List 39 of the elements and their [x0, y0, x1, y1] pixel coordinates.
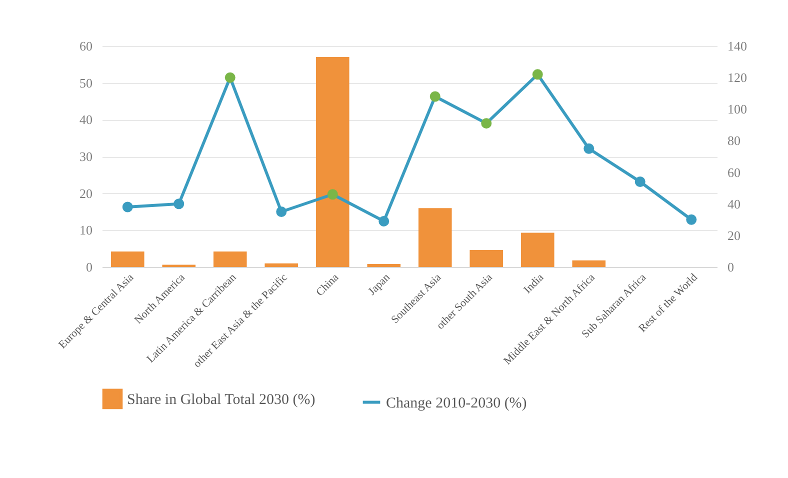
- bar: [572, 260, 606, 267]
- y-tick-label: 30: [80, 149, 92, 164]
- y-tick-label: 60: [80, 38, 92, 54]
- x-tick-label: India: [522, 271, 546, 296]
- bar: [470, 250, 504, 267]
- bar: [264, 263, 298, 267]
- bar: [418, 208, 452, 267]
- point: [327, 189, 338, 200]
- y2-tick-label: 100: [728, 102, 747, 117]
- bar: [367, 264, 401, 267]
- point: [430, 91, 440, 102]
- bar: [213, 252, 247, 267]
- point: [122, 202, 133, 212]
- y2-tick-label: 60: [728, 164, 740, 180]
- point: [584, 143, 594, 154]
- point: [634, 176, 646, 187]
- point: [174, 198, 184, 210]
- point: [276, 206, 287, 217]
- y2-tick-label: 0: [728, 260, 734, 274]
- bar: [520, 232, 554, 267]
- y2-tick-label: 40: [728, 196, 740, 212]
- point: [481, 118, 492, 129]
- bar: [110, 252, 144, 267]
- bar: [316, 57, 350, 267]
- point: [378, 216, 390, 226]
- legend-label: Share in Global Total 2030 (%): [127, 392, 316, 408]
- legend-label: Change 2010-2030 (%): [386, 395, 527, 412]
- y2-tick-label: 20: [728, 228, 740, 243]
- point: [224, 72, 236, 83]
- y-tick-label: 50: [80, 75, 92, 90]
- y-tick-label: 10: [80, 222, 92, 238]
- point: [532, 69, 543, 80]
- y2-tick-label: 120: [728, 70, 747, 86]
- y-tick-label: 40: [80, 112, 92, 128]
- y2-tick-label: 140: [728, 38, 747, 54]
- y2-tick-label: 80: [728, 133, 740, 148]
- point: [686, 214, 697, 225]
- y-tick-label: 0: [86, 260, 92, 274]
- y-tick-label: 20: [80, 186, 92, 201]
